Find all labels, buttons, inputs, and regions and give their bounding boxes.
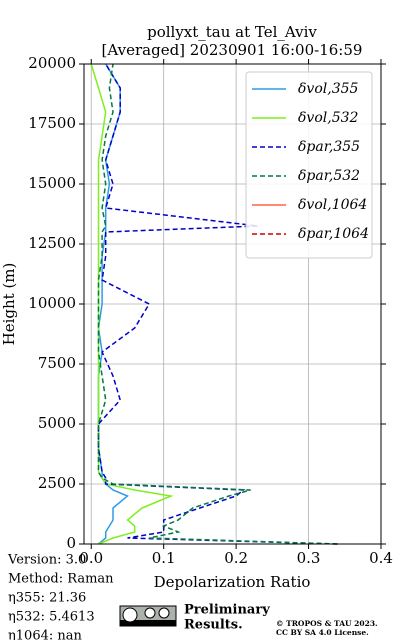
- y-tick-label: 17500: [28, 114, 76, 132]
- info-text: η355: 21.36: [8, 591, 86, 606]
- info-text: η1064: nan: [8, 629, 83, 640]
- legend-label: δpar,355: [298, 139, 360, 155]
- y-tick-label: 7500: [38, 354, 76, 372]
- y-axis-label: Height (m): [0, 263, 18, 346]
- plot-frame: [83, 63, 382, 545]
- x-tick-label: 0.0: [79, 549, 103, 567]
- info-text: Method: Raman: [8, 572, 114, 587]
- legend-label: δvol,532: [298, 110, 359, 126]
- y-tick-label: 0: [66, 534, 76, 552]
- y-tick-label: 5000: [38, 414, 76, 432]
- y-tick-label: 15000: [28, 174, 76, 192]
- series-line: [97, 63, 338, 545]
- cc-logo: [119, 605, 177, 627]
- y-tick-label: 10000: [28, 294, 76, 312]
- preliminary-note: Preliminary: [184, 603, 270, 618]
- x-tick-label: 0.1: [152, 549, 176, 567]
- copyright: © TROPOS & TAU 2023.: [276, 619, 378, 628]
- legend-label: δvol,1064: [298, 197, 367, 213]
- x-tick-label: 0.2: [224, 549, 248, 567]
- chart-title: pollyxt_tau at Tel_Aviv: [147, 23, 317, 41]
- x-tick-label: 0.3: [297, 549, 321, 567]
- y-tick-label: 20000: [28, 54, 76, 72]
- x-tick-label: 0.4: [369, 549, 393, 567]
- legend-label: δpar,1064: [298, 226, 369, 242]
- y-tick-label: 2500: [38, 474, 76, 492]
- legend-label: δpar,532: [298, 168, 360, 184]
- y-tick-label: 12500: [28, 234, 76, 252]
- chart-title: [Averaged] 20230901 16:00-16:59: [102, 41, 363, 59]
- x-axis-label: Depolarization Ratio: [154, 573, 311, 591]
- series-line: [97, 63, 338, 545]
- info-text: Version: 3.0: [7, 553, 86, 568]
- copyright: CC BY SA 4.0 License.: [276, 628, 369, 637]
- legend-label: δvol,355: [298, 81, 359, 97]
- series-line: [90, 63, 174, 545]
- info-text: η532: 5.4613: [8, 610, 95, 625]
- preliminary-note: Results.: [184, 618, 243, 633]
